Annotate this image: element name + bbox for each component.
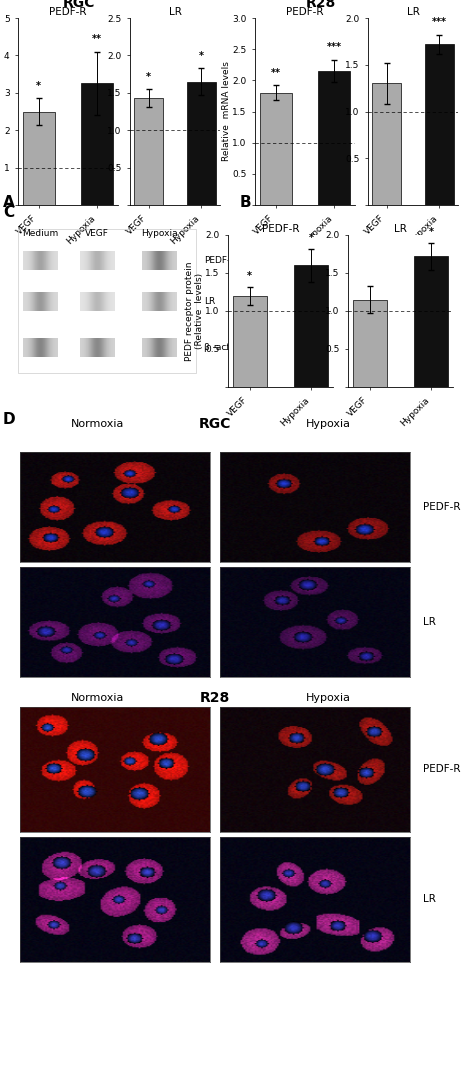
Text: Normoxia: Normoxia [71,693,125,703]
Bar [425,44,454,204]
Text: D: D [3,412,16,427]
Text: B: B [240,195,252,210]
Text: RGC: RGC [199,417,231,431]
Text: Hypoxia: Hypoxia [141,229,178,239]
Title: LR: LR [394,225,407,234]
Text: RGC: RGC [62,0,95,10]
Text: Hypoxia: Hypoxia [306,693,351,703]
Text: ***: *** [327,43,342,52]
Text: LR: LR [422,617,436,627]
Text: LR: LR [204,297,215,307]
Bar [23,112,55,204]
Y-axis label: Relative  mRNA levels: Relative mRNA levels [222,62,231,162]
Text: ***: *** [432,17,447,28]
Bar [18,229,196,373]
Title: PEDF-R: PEDF-R [49,7,87,17]
Bar [233,296,267,387]
Text: LR: LR [422,895,436,904]
Text: R28: R28 [200,691,230,705]
Text: R28: R28 [306,0,336,10]
Text: Hypoxia: Hypoxia [306,419,351,429]
Bar [134,98,163,204]
Bar [187,82,216,204]
Bar [294,265,328,387]
Bar [81,83,113,204]
Title: PEDF-R: PEDF-R [286,7,324,17]
Bar [353,299,387,387]
Text: VEGF: VEGF [85,229,109,239]
Bar [260,93,292,204]
Y-axis label: PEDF receptor protein
(Relative  levels): PEDF receptor protein (Relative levels) [184,261,204,361]
Text: *: * [36,81,41,91]
Text: C: C [3,204,14,220]
Text: PEDF-R: PEDF-R [422,502,460,512]
Bar [372,83,401,204]
Text: *: * [146,71,151,82]
Text: *: * [247,271,252,280]
Text: A: A [3,195,15,210]
Title: LR: LR [169,7,182,17]
Text: **: ** [271,68,281,78]
Text: β -actin: β -actin [204,343,238,353]
Text: *: * [429,227,434,236]
Text: **: ** [92,34,102,44]
Text: PEDF-R: PEDF-R [204,256,237,265]
Text: Medium: Medium [22,229,58,239]
Title: LR: LR [407,7,419,17]
Bar [414,257,448,387]
Text: *: * [309,232,314,243]
Y-axis label: Relative  mRNA levels: Relative mRNA levels [0,62,2,162]
Text: PEDF-R: PEDF-R [422,765,460,774]
Text: Normoxia: Normoxia [71,419,125,429]
Text: *: * [199,51,204,61]
Bar [318,71,350,204]
Title: PEDF-R: PEDF-R [262,225,299,234]
